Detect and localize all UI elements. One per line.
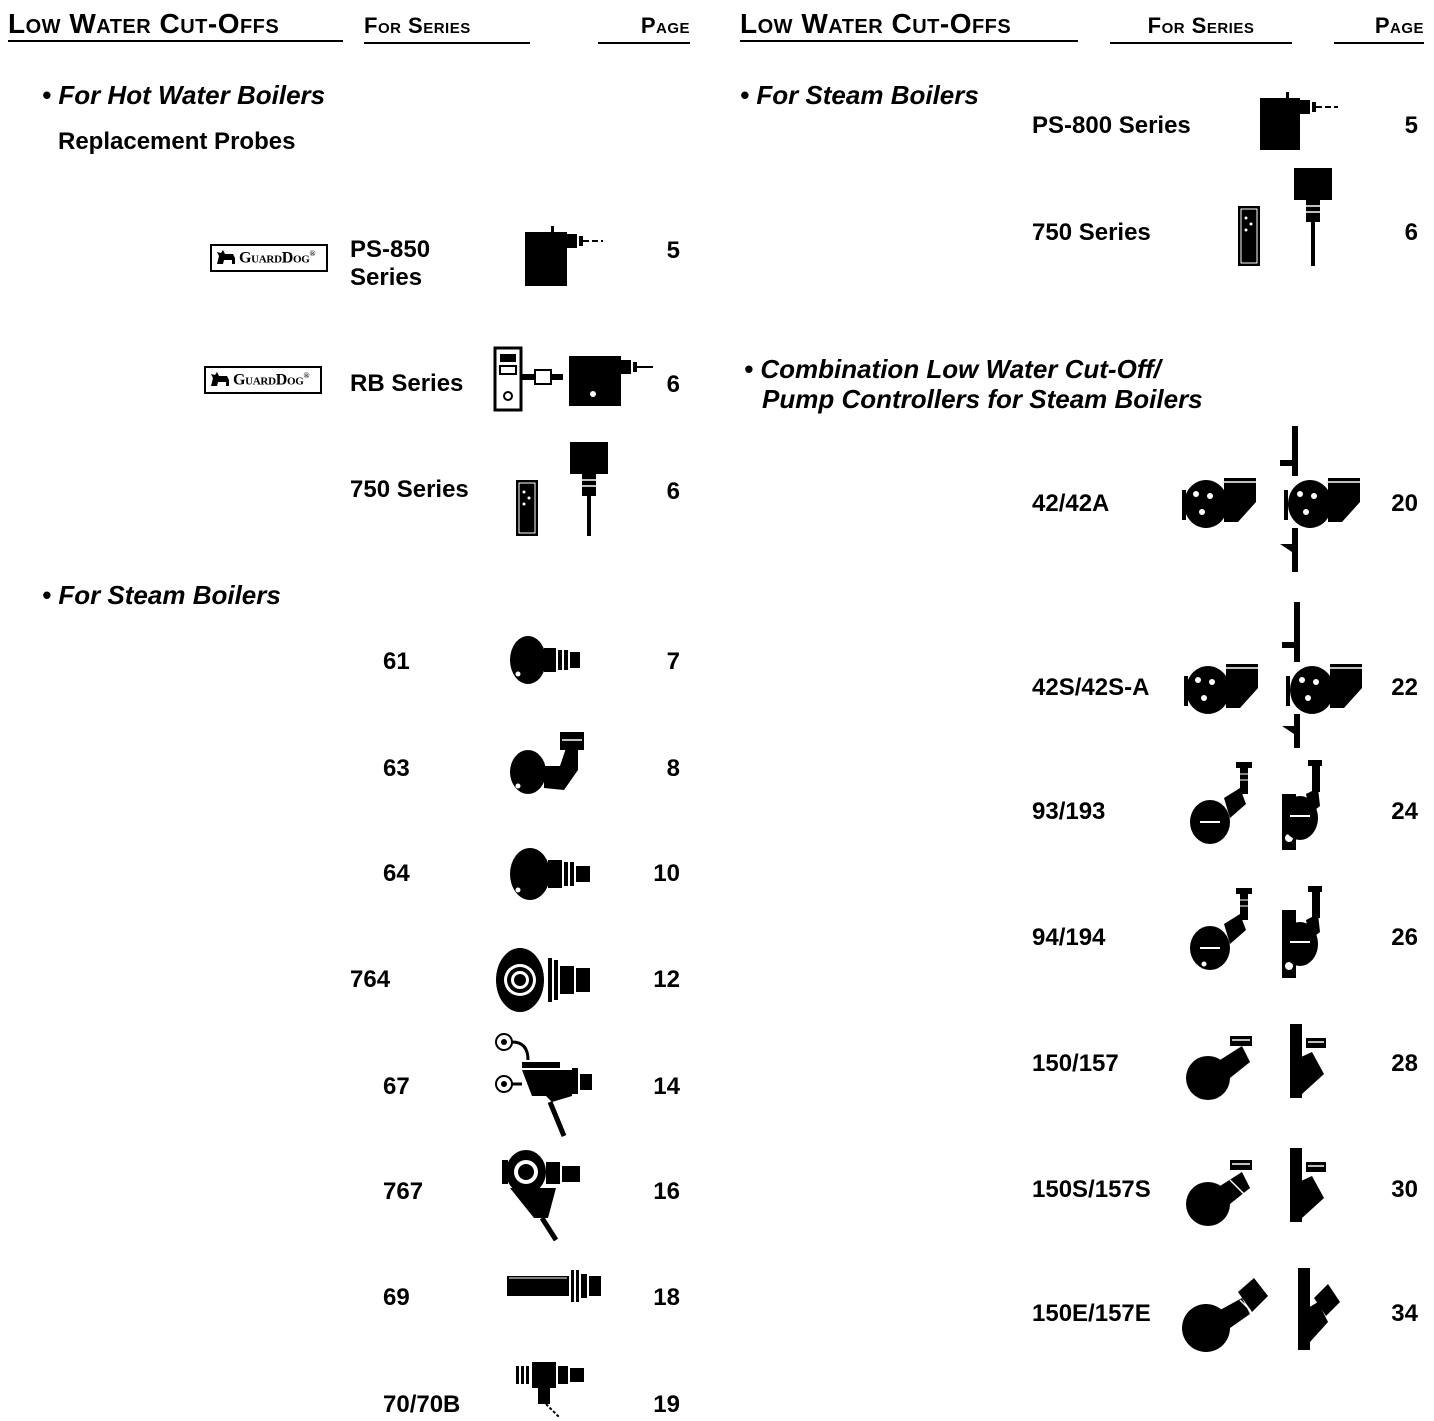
guarddog-logo: GuardDog® [204, 366, 322, 394]
page-number: 12 [653, 966, 680, 993]
float-control-icon [510, 732, 584, 794]
float-control-icon [502, 1150, 580, 1242]
float-control-icon [510, 848, 590, 900]
left-header-title: Low Water Cut-Offs [8, 10, 343, 42]
page-number: 18 [653, 1284, 680, 1311]
series-label: 150S/157S [1032, 1176, 1151, 1203]
right-header-for-series: For Series [1110, 10, 1292, 44]
section-steam-heading: • For Steam Boilers [42, 580, 281, 610]
guarddog-logo: GuardDog® [210, 244, 328, 272]
section-steam-heading-right: • For Steam Boilers [740, 80, 979, 110]
series-label: 93/193 [1032, 798, 1106, 825]
page-number: 6 [666, 478, 680, 505]
float-control-icon [510, 636, 580, 684]
float-control-icon [495, 1033, 592, 1137]
page-number: 6 [666, 371, 680, 398]
right-header-title: Low Water Cut-Offs [740, 10, 1078, 42]
combination-heading-line1: • Combination Low Water Cut-Off/ [744, 354, 1161, 384]
series-label: PS-850 Series [350, 236, 431, 291]
series-label: PS-800 Series [1032, 112, 1191, 139]
dog-icon [211, 372, 229, 386]
series-label: 70/70B [383, 1391, 461, 1418]
section-hot-water-heading: • For Hot Water Boilers [42, 80, 326, 110]
page-number: 8 [666, 755, 680, 782]
guarddog-logo-text: GuardDog® [233, 370, 310, 389]
series-label: RB Series [350, 370, 464, 397]
series-label: 61 [383, 648, 410, 675]
series-label: 764 [350, 966, 391, 993]
series-label: 150E/157E [1032, 1300, 1151, 1327]
page-number: 26 [1391, 924, 1418, 951]
750-probe-icon [516, 442, 608, 536]
combination-control-icon [1184, 602, 1362, 748]
ps-probe-icon [525, 226, 603, 286]
page-number: 22 [1391, 674, 1418, 701]
float-control-icon [516, 1362, 584, 1419]
combination-control-icon [1186, 1024, 1326, 1100]
combination-control-icon [1182, 426, 1360, 572]
combination-control-icon [1186, 1148, 1326, 1226]
replacement-probes-subheading: Replacement Probes [58, 128, 296, 155]
page-number: 19 [653, 1391, 680, 1418]
series-label: 42S/42S-A [1032, 674, 1150, 701]
series-label: 64 [383, 860, 410, 887]
page-number: 28 [1391, 1050, 1418, 1077]
page-number: 6 [1404, 219, 1418, 246]
combination-control-icon [1190, 886, 1322, 978]
page-number: 30 [1391, 1176, 1418, 1203]
series-label: 69 [383, 1284, 410, 1311]
series-label: 42/42A [1032, 490, 1110, 517]
page-number: 34 [1391, 1300, 1418, 1327]
page-number: 5 [1404, 112, 1418, 139]
series-label: 63 [383, 755, 410, 782]
left-header-for-series: For Series [364, 10, 530, 44]
series-label: 767 [383, 1178, 424, 1205]
combination-control-icon [1190, 760, 1322, 850]
page-number: 14 [653, 1073, 680, 1100]
right-header-page: Page [1334, 10, 1424, 44]
series-label: 750 Series [350, 476, 469, 503]
dog-icon [217, 250, 235, 264]
rb-probe-icon [493, 346, 653, 412]
page-number: 24 [1391, 798, 1418, 825]
page-number: 16 [653, 1178, 680, 1205]
page-number: 5 [666, 237, 680, 264]
750-probe-icon [1238, 168, 1332, 266]
page-number: 20 [1391, 490, 1418, 517]
ps-probe-icon [1260, 92, 1338, 150]
combination-control-icon [1182, 1268, 1340, 1352]
page-number: 7 [666, 648, 680, 675]
series-label: 67 [383, 1073, 410, 1100]
series-label: 150/157 [1032, 1050, 1119, 1077]
page-number: 10 [653, 860, 680, 887]
series-label: 750 Series [1032, 219, 1151, 246]
series-label: 94/194 [1032, 924, 1106, 951]
float-control-icon [507, 1270, 601, 1302]
left-header-page: Page [598, 10, 690, 44]
float-control-icon [496, 948, 590, 1012]
combination-heading-line2: Pump Controllers for Steam Boilers [762, 384, 1203, 414]
guarddog-logo-text: GuardDog® [239, 248, 316, 267]
section-combination-heading: • Combination Low Water Cut-Off/ Pump Co… [744, 354, 1203, 414]
